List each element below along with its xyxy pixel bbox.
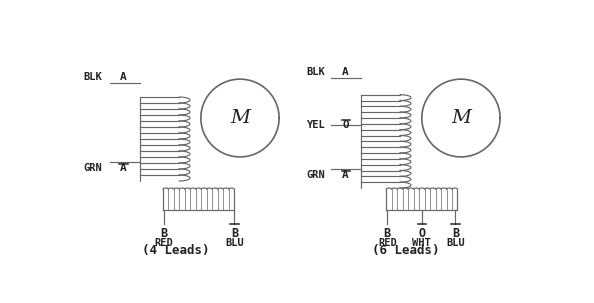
Text: BLK: BLK: [83, 72, 102, 82]
Text: RED: RED: [154, 238, 173, 248]
Text: B: B: [231, 227, 238, 239]
Text: O: O: [418, 227, 425, 239]
Text: BLU: BLU: [225, 238, 244, 248]
Text: A: A: [119, 163, 126, 173]
Text: GRN: GRN: [307, 170, 326, 180]
Text: YEL: YEL: [307, 120, 326, 130]
Text: O: O: [342, 120, 349, 130]
Text: A: A: [342, 170, 349, 180]
Text: A: A: [342, 67, 349, 77]
Text: (6 Leads): (6 Leads): [372, 244, 440, 257]
Text: B: B: [384, 227, 391, 239]
Text: WHT: WHT: [412, 238, 431, 248]
Text: M: M: [230, 109, 250, 127]
Text: (4 Leads): (4 Leads): [142, 244, 209, 257]
Text: B: B: [160, 227, 167, 239]
Text: A: A: [119, 72, 126, 82]
Text: GRN: GRN: [83, 163, 102, 173]
Text: B: B: [452, 227, 459, 239]
Text: RED: RED: [378, 238, 397, 248]
Text: BLK: BLK: [307, 67, 326, 77]
Text: BLU: BLU: [446, 238, 465, 248]
Text: M: M: [451, 109, 471, 127]
